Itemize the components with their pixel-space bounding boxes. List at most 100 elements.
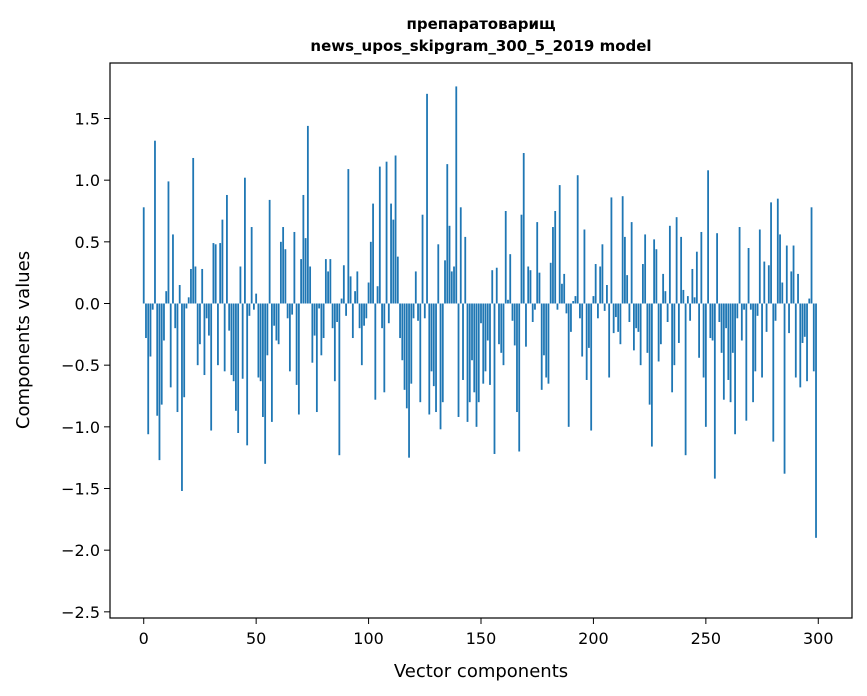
bar-283: [779, 234, 781, 304]
y-tick-label: 1.5: [75, 110, 100, 129]
bar-177: [540, 303, 543, 390]
bar-166: [516, 303, 518, 413]
bar-97: [360, 303, 363, 366]
bar-104: [376, 286, 379, 304]
bar-203: [599, 266, 602, 304]
bar-180: [547, 303, 550, 384]
bar-161: [504, 211, 507, 304]
bar-290: [794, 303, 797, 378]
bar-185: [558, 185, 561, 304]
bar-31: [212, 243, 215, 304]
bar-291: [797, 273, 799, 304]
bar-169: [522, 153, 525, 304]
y-tick-label: −2.0: [61, 541, 100, 560]
bar-254: [713, 303, 716, 479]
bar-248: [700, 231, 703, 304]
bar-187: [563, 273, 566, 304]
bar-107: [383, 303, 386, 393]
bar-29: [208, 303, 210, 336]
bar-94: [354, 291, 356, 304]
bar-139: [455, 86, 458, 304]
bar-24: [196, 303, 199, 366]
bar-207: [608, 303, 611, 378]
bar-88: [340, 298, 343, 304]
bar-57: [270, 303, 273, 422]
bar-155: [491, 270, 494, 304]
bar-8: [160, 303, 163, 405]
bar-201: [594, 264, 597, 304]
bar-19: [185, 303, 188, 309]
bar-38: [228, 303, 231, 331]
bar-160: [502, 303, 505, 366]
bar-232: [664, 291, 667, 304]
bar-299: [815, 303, 817, 538]
bar-20: [187, 297, 190, 304]
bar-153: [486, 303, 489, 341]
bar-87: [338, 303, 341, 456]
bar-106: [381, 303, 383, 329]
bar-293: [801, 303, 804, 343]
bar-16: [178, 285, 181, 304]
bar-189: [567, 303, 570, 427]
bar-141: [459, 207, 462, 304]
bar-288: [790, 271, 793, 304]
bar-178: [543, 303, 545, 356]
x-tick-label: 100: [353, 629, 384, 648]
bar-85: [333, 303, 336, 382]
bar-295: [806, 303, 808, 382]
bar-211: [617, 303, 620, 332]
bar-173: [531, 303, 534, 322]
bar-33: [217, 303, 219, 366]
bar-50: [255, 293, 258, 304]
bar-146: [471, 303, 473, 361]
bar-13: [172, 234, 174, 304]
y-axis-label: Components values: [13, 251, 34, 429]
bar-27: [203, 303, 206, 376]
bar-64: [286, 303, 289, 319]
bar-273: [756, 303, 759, 316]
bar-242: [686, 296, 689, 304]
bar-184: [556, 303, 559, 310]
bar-158: [498, 303, 500, 345]
bar-53: [262, 303, 264, 417]
bar-66: [291, 303, 294, 315]
bar-49: [253, 303, 255, 310]
bar-70: [300, 259, 303, 304]
x-tick-label: 50: [246, 629, 266, 648]
y-tick-label: 1.0: [75, 171, 100, 190]
bar-228: [655, 249, 658, 304]
bar-205: [603, 303, 606, 311]
bar-206: [606, 285, 608, 304]
chart-title-line1: препаратоварищ: [406, 15, 555, 33]
bar-284: [781, 282, 784, 304]
bar-102: [372, 203, 374, 304]
bar-259: [725, 303, 727, 329]
y-tick-label: −0.5: [61, 356, 100, 375]
bar-268: [745, 303, 748, 421]
bar-212: [619, 303, 622, 345]
bar-221: [639, 303, 642, 366]
y-tick-label: 0.0: [75, 295, 100, 314]
bar-35: [221, 219, 224, 304]
bar-252: [709, 303, 712, 339]
bar-260: [727, 303, 730, 380]
bar-17: [181, 303, 183, 491]
bar-101: [369, 241, 372, 304]
bar-129: [432, 303, 435, 387]
bar-26: [201, 268, 204, 304]
bar-236: [673, 303, 676, 366]
bar-170: [525, 303, 527, 347]
bar-280: [772, 303, 775, 442]
bar-43: [239, 266, 242, 304]
bar-181: [549, 262, 552, 304]
bar-76: [313, 303, 316, 336]
bar-179: [545, 303, 548, 378]
bar-116: [403, 303, 406, 390]
bar-253: [711, 303, 714, 341]
bar-194: [579, 303, 581, 319]
x-tick-label: 200: [578, 629, 609, 648]
bar-294: [803, 303, 806, 337]
bar-222: [641, 264, 644, 304]
